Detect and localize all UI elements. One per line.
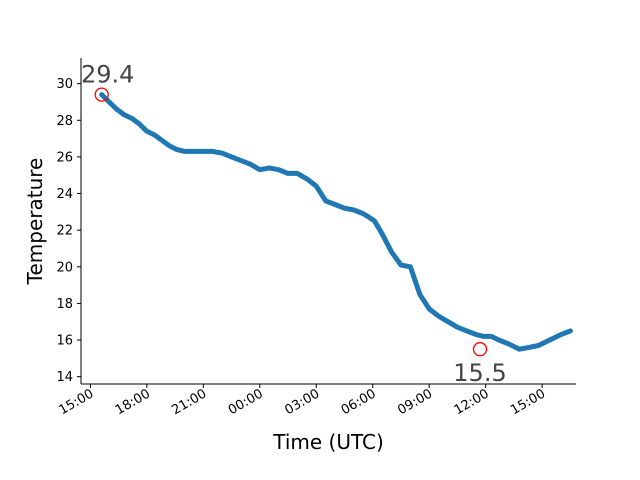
y-tick-label: 18	[56, 297, 73, 312]
y-tick-label: 20	[56, 260, 73, 275]
y-tick-label: 26	[56, 150, 73, 165]
extreme-marker	[94, 87, 109, 102]
extreme-value-label: 15.5	[453, 359, 506, 387]
extreme-marker	[472, 342, 488, 357]
y-tick-label: 30	[56, 77, 73, 92]
y-tick-label: 24	[56, 187, 73, 202]
y-axis-label: Temperature	[23, 158, 47, 286]
x-tick-label: 00:00	[226, 386, 266, 418]
temperature-series-line	[99, 92, 573, 352]
x-tick-label: 15:00	[56, 386, 96, 418]
extreme-value-label: 29.4	[81, 61, 134, 89]
x-tick-label: 15:00	[508, 386, 548, 418]
y-ticks: 14 16 18 20 22 24 26 28 30	[56, 77, 81, 385]
x-axis-label: Time (UTC)	[272, 430, 384, 454]
x-ticks: 15:00 18:00 21:00 00:00 03:00 06:00 09:00 12:00…	[56, 384, 548, 418]
y-tick-label: 28	[56, 114, 73, 129]
x-tick-label: 18:00	[113, 386, 153, 418]
x-tick-label: 06:00	[339, 386, 379, 418]
x-tick-label: 12:00	[452, 386, 492, 418]
x-tick-label: 09:00	[395, 386, 435, 418]
x-tick-label: 21:00	[169, 386, 209, 418]
annotations: 29.4 15.5	[81, 61, 507, 388]
y-tick-label: 14	[56, 370, 73, 385]
y-tick-label: 22	[56, 224, 73, 239]
axes	[80, 58, 576, 385]
y-tick-label: 16	[56, 334, 73, 349]
x-tick-label: 03:00	[282, 386, 322, 418]
